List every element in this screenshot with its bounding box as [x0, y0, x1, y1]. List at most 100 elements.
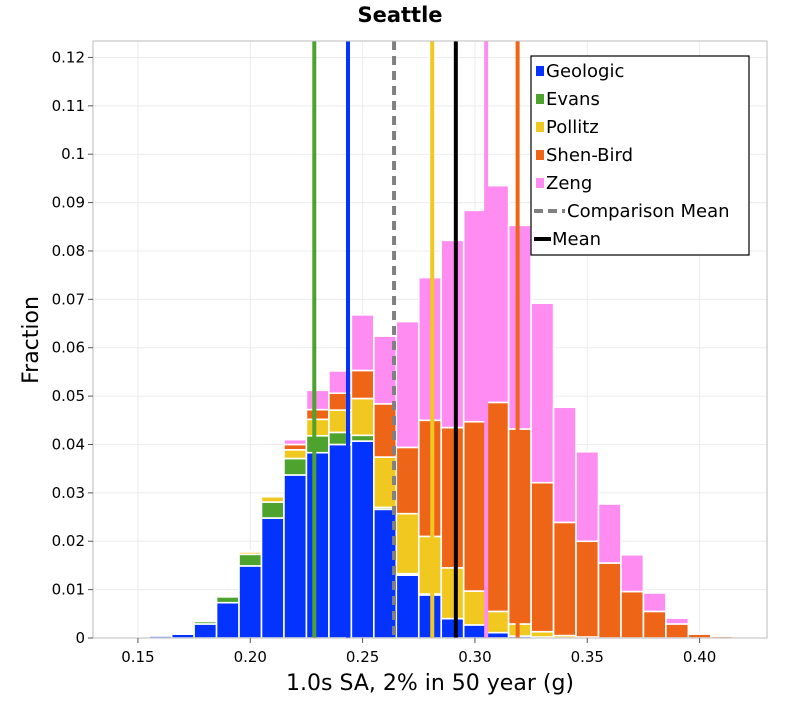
bar-geologic [396, 575, 418, 638]
bar-shen-bird [643, 611, 665, 638]
x-tick-label: 0.40 [683, 648, 716, 666]
bar-geologic [351, 441, 373, 638]
bar-zeng [306, 390, 328, 409]
bar-shen-bird [509, 429, 531, 624]
bar-zeng [441, 240, 463, 427]
y-tick-label: 0 [75, 629, 85, 647]
bar-zeng [666, 618, 688, 624]
bar-evans [217, 597, 239, 603]
x-tick-label: 0.25 [346, 648, 379, 666]
bar-zeng [464, 210, 486, 421]
bar-shen-bird [464, 422, 486, 591]
y-tick-label: 0.11 [52, 97, 85, 115]
y-tick-label: 0.04 [52, 435, 85, 453]
x-axis-label: 1.0s SA, 2% in 50 year (g) [286, 671, 574, 696]
x-tick-label: 0.15 [121, 648, 154, 666]
x-tick-label: 0.35 [571, 648, 604, 666]
bar-pollitz [509, 624, 531, 636]
bar-shen-bird [599, 563, 621, 638]
bar-evans [351, 435, 373, 441]
bar-evans [262, 502, 284, 518]
bar-geologic [419, 595, 441, 638]
bar-zeng [711, 635, 733, 636]
legend-swatch-pollitz [536, 122, 544, 132]
bar-geologic [239, 566, 261, 638]
bar-shen-bird [666, 624, 688, 638]
bar-geologic [441, 619, 463, 638]
y-tick-label: 0.06 [52, 339, 85, 357]
bar-geologic [194, 624, 216, 638]
legend-label-mean: Mean [552, 229, 601, 250]
legend: Geologic Evans Pollitz Shen-Bird Zeng Compari… [531, 56, 749, 255]
bar-zeng [576, 452, 598, 542]
legend-label-shen-bird: Shen-Bird [546, 145, 633, 166]
bar-shen-bird [441, 428, 463, 568]
bar-zeng [396, 322, 418, 448]
y-tick-label: 0.05 [52, 387, 85, 405]
bar-pollitz [306, 419, 328, 435]
chart-title: Seattle [357, 3, 442, 27]
bar-zeng [262, 495, 284, 496]
bar-pollitz [396, 514, 418, 574]
legend-label-geologic: Geologic [546, 61, 624, 82]
bar-zeng [351, 315, 373, 371]
y-tick-label: 0.08 [52, 242, 85, 260]
bar-shen-bird [396, 447, 418, 513]
bar-pollitz [419, 536, 441, 594]
x-tick-label: 0.20 [234, 648, 267, 666]
bar-shen-bird [486, 402, 508, 611]
bar-geologic [217, 603, 239, 638]
y-tick-label: 0.02 [52, 532, 85, 550]
bar-zeng [419, 278, 441, 421]
bar-shen-bird [621, 592, 643, 638]
bar-pollitz [284, 450, 306, 459]
bar-geologic [464, 625, 486, 638]
legend-swatch-geologic [536, 66, 544, 76]
legend-label-comparison-mean: Comparison Mean [567, 201, 730, 222]
bar-pollitz [441, 568, 463, 619]
bar-shen-bird [531, 483, 553, 632]
x-axis-ticks: 0.15 0.20 0.25 0.30 0.35 0.40 [121, 638, 716, 666]
legend-swatch-zeng [536, 178, 544, 188]
bar-zeng [554, 407, 576, 522]
bar-pollitz [351, 399, 373, 436]
bar-shen-bird [554, 522, 576, 635]
legend-label-pollitz: Pollitz [546, 117, 599, 138]
y-axis-label: Fraction [19, 296, 44, 384]
bar-zeng [531, 303, 553, 482]
bar-pollitz [486, 611, 508, 632]
bar-geologic [284, 475, 306, 638]
bar-zeng [643, 593, 665, 611]
y-tick-label: 0.1 [61, 145, 85, 163]
bar-zeng [509, 225, 531, 429]
bar-evans [239, 554, 261, 566]
y-tick-label: 0.01 [52, 581, 85, 599]
bar-shen-bird [351, 370, 373, 398]
bar-zeng [284, 440, 306, 445]
bar-shen-bird [576, 541, 598, 637]
legend-label-evans: Evans [546, 89, 600, 110]
bar-pollitz [464, 591, 486, 625]
y-tick-label: 0.03 [52, 484, 85, 502]
bar-geologic [262, 518, 284, 638]
y-tick-label: 0.09 [52, 194, 85, 212]
legend-swatch-shen-bird [536, 150, 544, 160]
bar-shen-bird [419, 420, 441, 536]
y-axis-ticks: 0 0.01 0.02 0.03 0.04 0.05 0.06 0.07 0.08 0.09 0.1… [52, 48, 93, 647]
y-tick-label: 0.07 [52, 290, 85, 308]
legend-label-zeng: Zeng [546, 173, 592, 194]
bar-evans [194, 622, 216, 624]
y-tick-label: 0.12 [52, 48, 85, 66]
bar-shen-bird [306, 410, 328, 420]
bar-evans [172, 633, 194, 634]
bar-zeng [688, 633, 710, 634]
bar-evans [306, 436, 328, 453]
legend-swatch-evans [536, 94, 544, 104]
bar-zeng [621, 555, 643, 592]
bar-zeng [486, 186, 508, 403]
bar-evans [284, 459, 306, 475]
bar-zeng [599, 504, 621, 563]
x-tick-label: 0.30 [458, 648, 491, 666]
